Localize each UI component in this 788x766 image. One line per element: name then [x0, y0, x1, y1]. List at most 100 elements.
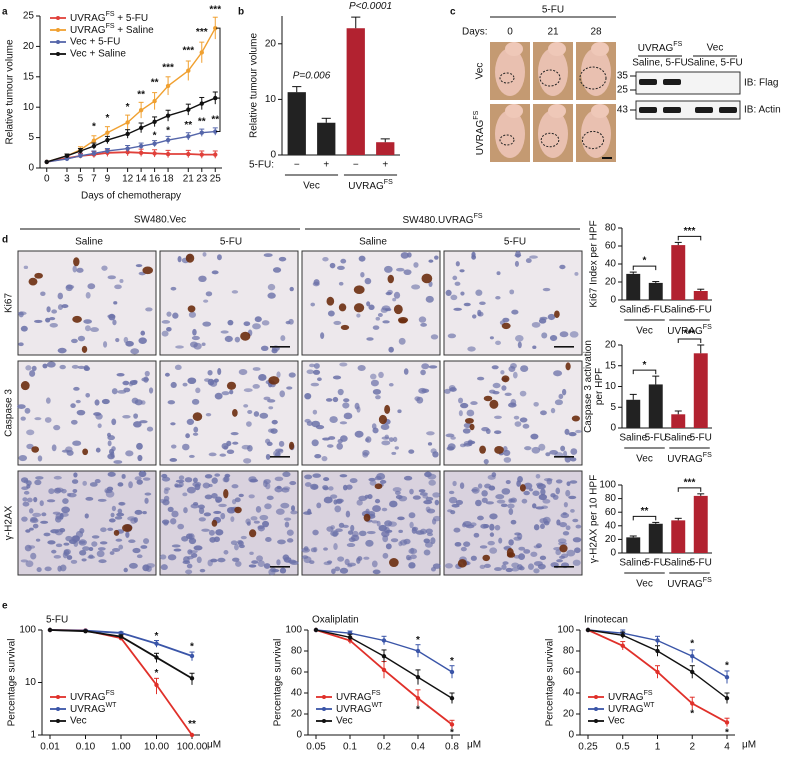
nucleus: [67, 492, 77, 498]
nucleus: [249, 478, 259, 483]
text-part: UVRAG: [667, 326, 703, 337]
nucleus: [369, 480, 377, 486]
nucleus: [264, 503, 272, 510]
y-tick-label: 20: [23, 41, 35, 52]
x-tick-label: 5-FU: [645, 558, 667, 569]
nucleus: [532, 490, 540, 496]
nucleus: [85, 496, 94, 501]
nucleus: [565, 525, 571, 531]
nucleus: [280, 335, 286, 342]
legend-label: UVRAGWT: [70, 702, 117, 715]
superscript: FS: [703, 452, 712, 459]
x-tick-label: 7: [91, 174, 97, 185]
nucleus: [20, 416, 26, 421]
y-axis-label: Percentage survival: [273, 639, 284, 727]
nucleus: [199, 568, 206, 573]
text-part: UVRAG: [608, 704, 644, 715]
nucleus: [323, 547, 328, 551]
legend-label: UVRAGFS: [336, 690, 381, 703]
nucleus: [140, 545, 148, 549]
nucleus: [125, 532, 130, 538]
significance-mark: ***: [162, 62, 174, 73]
nucleus: [370, 379, 379, 387]
nucleus: [82, 480, 87, 486]
nucleus: [309, 560, 315, 565]
x-tick-label: 5-FU: [690, 305, 712, 316]
significance-mark: *: [155, 668, 159, 679]
nucleus: [495, 340, 501, 346]
nucleus: [220, 330, 229, 334]
nucleus: [41, 512, 47, 517]
nucleus: [467, 346, 476, 352]
nucleus: [310, 302, 316, 307]
nucleus: [467, 439, 473, 446]
nucleus: [208, 452, 217, 457]
nucleus: [541, 332, 548, 339]
point: [199, 130, 204, 135]
nucleus: [426, 431, 435, 436]
stained-nucleus: [494, 446, 504, 454]
superscript: WT: [106, 702, 118, 709]
bar: [626, 399, 641, 428]
significance-mark: *: [153, 130, 157, 141]
point: [199, 50, 204, 55]
significance-mark: *: [126, 102, 130, 113]
x-tick-label: Saline: [619, 305, 647, 316]
nucleus: [110, 512, 115, 518]
nucleus: [566, 549, 576, 557]
nucleus: [395, 494, 403, 500]
nucleus: [208, 529, 215, 536]
nucleus: [44, 417, 52, 423]
nucleus: [247, 409, 253, 415]
nucleus: [104, 488, 109, 494]
nucleus: [575, 429, 582, 434]
day-label: 21: [547, 27, 559, 38]
nucleus: [219, 453, 227, 457]
stained-nucleus: [501, 322, 511, 330]
point: [165, 137, 171, 143]
nucleus: [164, 487, 171, 491]
bar: [648, 384, 663, 428]
mouse-head: [505, 104, 523, 118]
bar: [376, 142, 395, 155]
day-label: 0: [507, 27, 513, 38]
nucleus: [252, 367, 261, 371]
nucleus: [489, 336, 494, 340]
nucleus: [529, 255, 538, 259]
nucleus: [227, 319, 234, 326]
text-part: UVRAG: [70, 25, 106, 36]
stained-nucleus: [378, 414, 387, 425]
nucleus: [413, 262, 419, 268]
stained-nucleus: [31, 446, 40, 453]
nucleus: [91, 541, 98, 547]
nucleus: [214, 473, 221, 477]
nucleus: [371, 560, 378, 568]
nucleus: [351, 530, 359, 538]
row-label: γ-H2AX: [4, 505, 15, 540]
nucleus: [230, 431, 239, 436]
size-marker: 43: [617, 105, 629, 116]
group-header: SW480.Vec: [134, 215, 186, 226]
nucleus: [527, 563, 534, 570]
nucleus: [117, 508, 123, 514]
x-tick-label: 5: [78, 174, 84, 185]
nucleus: [188, 311, 197, 318]
nucleus: [411, 526, 419, 532]
stained-nucleus: [464, 417, 474, 424]
nucleus: [177, 255, 182, 263]
nucleus: [333, 543, 338, 550]
nucleus: [565, 489, 571, 497]
size-marker: 25: [617, 85, 629, 96]
y-axis-label: γ-H2AX per 10 HPF: [589, 475, 600, 563]
nucleus: [202, 482, 211, 489]
nucleus: [174, 483, 179, 488]
panel-label: a: [2, 7, 8, 18]
y-tick-label: 100: [285, 625, 302, 636]
stained-nucleus: [288, 441, 295, 450]
nucleus: [388, 437, 394, 442]
bar: [671, 414, 686, 428]
nucleus: [34, 417, 42, 421]
nucleus: [214, 392, 223, 400]
y-tick-label: 20: [605, 534, 617, 545]
